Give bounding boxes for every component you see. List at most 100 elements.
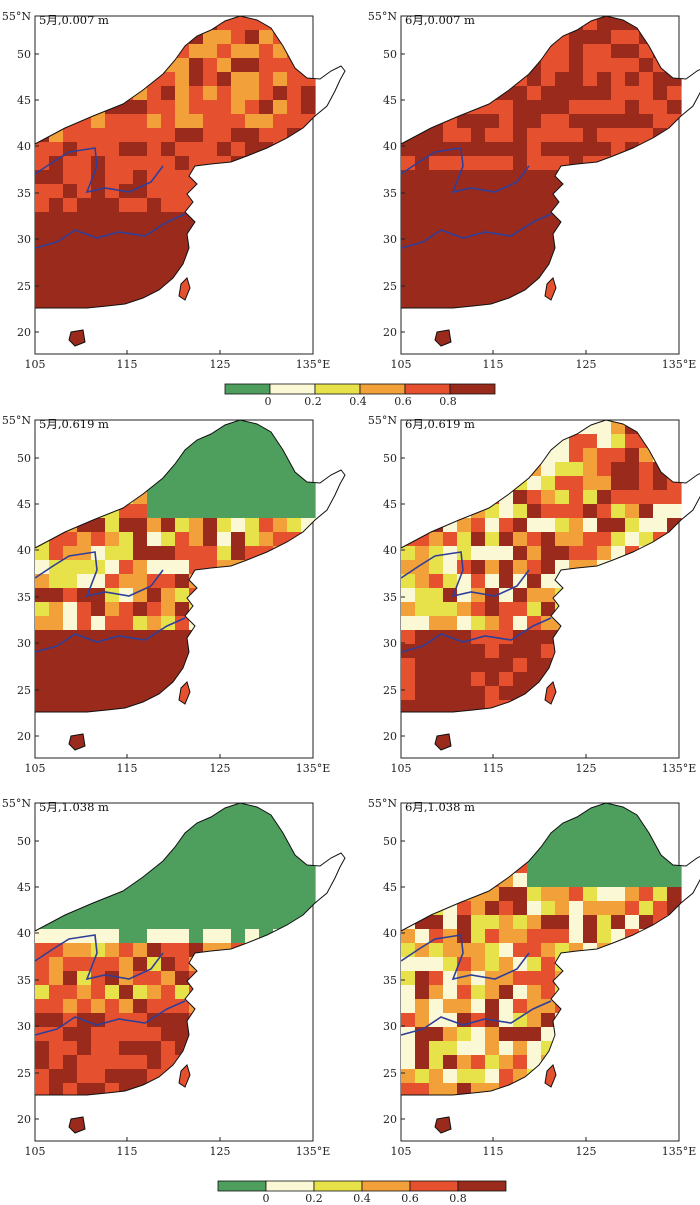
contour-cell bbox=[541, 616, 556, 631]
contour-cell bbox=[583, 86, 598, 101]
contour-cell bbox=[133, 114, 148, 129]
lat-tick-label: 40 bbox=[383, 927, 397, 940]
contour-cell bbox=[35, 142, 50, 157]
lon-tick-label: 135°E bbox=[662, 1145, 697, 1158]
contour-cell bbox=[245, 58, 260, 73]
contour-cell bbox=[217, 142, 232, 157]
contour-cell bbox=[49, 1069, 64, 1084]
contour-cell bbox=[175, 156, 190, 171]
contour-cell bbox=[457, 1055, 472, 1070]
contour-cell bbox=[569, 128, 584, 143]
contour-cell bbox=[569, 532, 584, 547]
contour-cell bbox=[527, 915, 542, 930]
contour-cell bbox=[105, 198, 120, 213]
contour-cell bbox=[287, 504, 302, 519]
contour-cell bbox=[287, 887, 302, 902]
contour-cell bbox=[415, 184, 430, 199]
contour-cell bbox=[541, 156, 556, 171]
contour-cell bbox=[63, 240, 78, 255]
contour-cell bbox=[597, 831, 612, 846]
contour-cell bbox=[105, 532, 120, 547]
contour-cell bbox=[457, 532, 472, 547]
contour-cell bbox=[35, 588, 50, 603]
contour-cell bbox=[485, 1069, 500, 1084]
contour-cell bbox=[457, 985, 472, 1000]
contour-cell bbox=[105, 1055, 120, 1070]
contour-cell bbox=[77, 943, 92, 958]
contour-cell bbox=[231, 915, 246, 930]
contour-cell bbox=[499, 212, 514, 227]
contour-cell bbox=[569, 817, 584, 832]
contour-cell bbox=[457, 296, 472, 308]
contour-cell bbox=[625, 887, 640, 902]
contour-cell bbox=[583, 100, 598, 115]
contour-cell bbox=[513, 588, 528, 603]
contour-cell bbox=[541, 212, 556, 227]
contour-cell bbox=[119, 915, 134, 930]
contour-cell bbox=[245, 504, 260, 519]
contour-cell bbox=[77, 700, 92, 712]
contour-cell bbox=[49, 546, 64, 561]
contour-cell bbox=[527, 198, 542, 213]
contour-cell bbox=[189, 831, 204, 846]
colorbar-label: 0.6 bbox=[394, 395, 412, 408]
contour-cell bbox=[429, 282, 444, 297]
contour-cell bbox=[471, 142, 486, 157]
contour-cell bbox=[499, 128, 514, 143]
contour-cell bbox=[119, 1041, 134, 1056]
contour-cell bbox=[597, 420, 612, 435]
contour-cell bbox=[133, 240, 148, 255]
contour-cell bbox=[63, 198, 78, 213]
map-body: 105 115 125 135°E 55°N 50 45 40 35 30 25 20 bbox=[2, 414, 346, 775]
contour-cell bbox=[401, 1055, 416, 1070]
contour-cell bbox=[301, 86, 316, 101]
map-body: 105 115 125 135°E 55°N 50 45 40 35 30 25 20 bbox=[2, 797, 346, 1158]
contour-cell bbox=[245, 901, 260, 916]
contour-cell bbox=[91, 686, 106, 701]
contour-cell bbox=[499, 198, 514, 213]
contour-cell bbox=[583, 518, 598, 533]
contour-cell bbox=[147, 226, 162, 241]
contour-cell bbox=[231, 901, 246, 916]
contour-cell bbox=[597, 929, 612, 944]
contour-cell bbox=[485, 282, 500, 297]
contour-cell bbox=[499, 100, 514, 115]
contour-cell bbox=[597, 532, 612, 547]
contour-cell bbox=[105, 518, 120, 533]
contour-cell bbox=[513, 602, 528, 617]
contour-cell bbox=[625, 504, 640, 519]
hainan-island bbox=[68, 329, 86, 347]
contour-cell bbox=[429, 1055, 444, 1070]
contour-cell bbox=[259, 58, 274, 73]
contour-cell bbox=[119, 616, 134, 631]
contour-cell bbox=[527, 1013, 542, 1028]
contour-cell bbox=[203, 86, 218, 101]
contour-cell bbox=[513, 560, 528, 575]
contour-cell bbox=[133, 915, 148, 930]
contour-cell bbox=[217, 476, 232, 491]
contour-cell bbox=[443, 1041, 458, 1056]
contour-cell bbox=[77, 170, 92, 185]
contour-cell bbox=[499, 142, 514, 157]
contour-cell bbox=[77, 1083, 92, 1095]
contour-cell bbox=[527, 574, 542, 589]
lon-tick-label: 125 bbox=[576, 762, 597, 775]
lat-tick-label: 25 bbox=[383, 684, 397, 697]
contour-cell bbox=[203, 434, 218, 449]
contour-cell bbox=[217, 86, 232, 101]
contour-cell bbox=[541, 602, 556, 617]
contour-cell bbox=[77, 985, 92, 1000]
contour-cell bbox=[217, 448, 232, 463]
contour-cell bbox=[429, 240, 444, 255]
contour-cell bbox=[429, 1041, 444, 1056]
contour-cell bbox=[597, 30, 612, 45]
contour-cell bbox=[457, 1069, 472, 1084]
lat-tick-label: 25 bbox=[383, 280, 397, 293]
contour-cell bbox=[35, 672, 50, 687]
contour-cell bbox=[49, 142, 64, 157]
contour-cell bbox=[133, 574, 148, 589]
contour-cell bbox=[429, 971, 444, 986]
contour-cell bbox=[401, 170, 416, 185]
contour-cell bbox=[175, 490, 190, 505]
contour-cell bbox=[175, 212, 190, 227]
